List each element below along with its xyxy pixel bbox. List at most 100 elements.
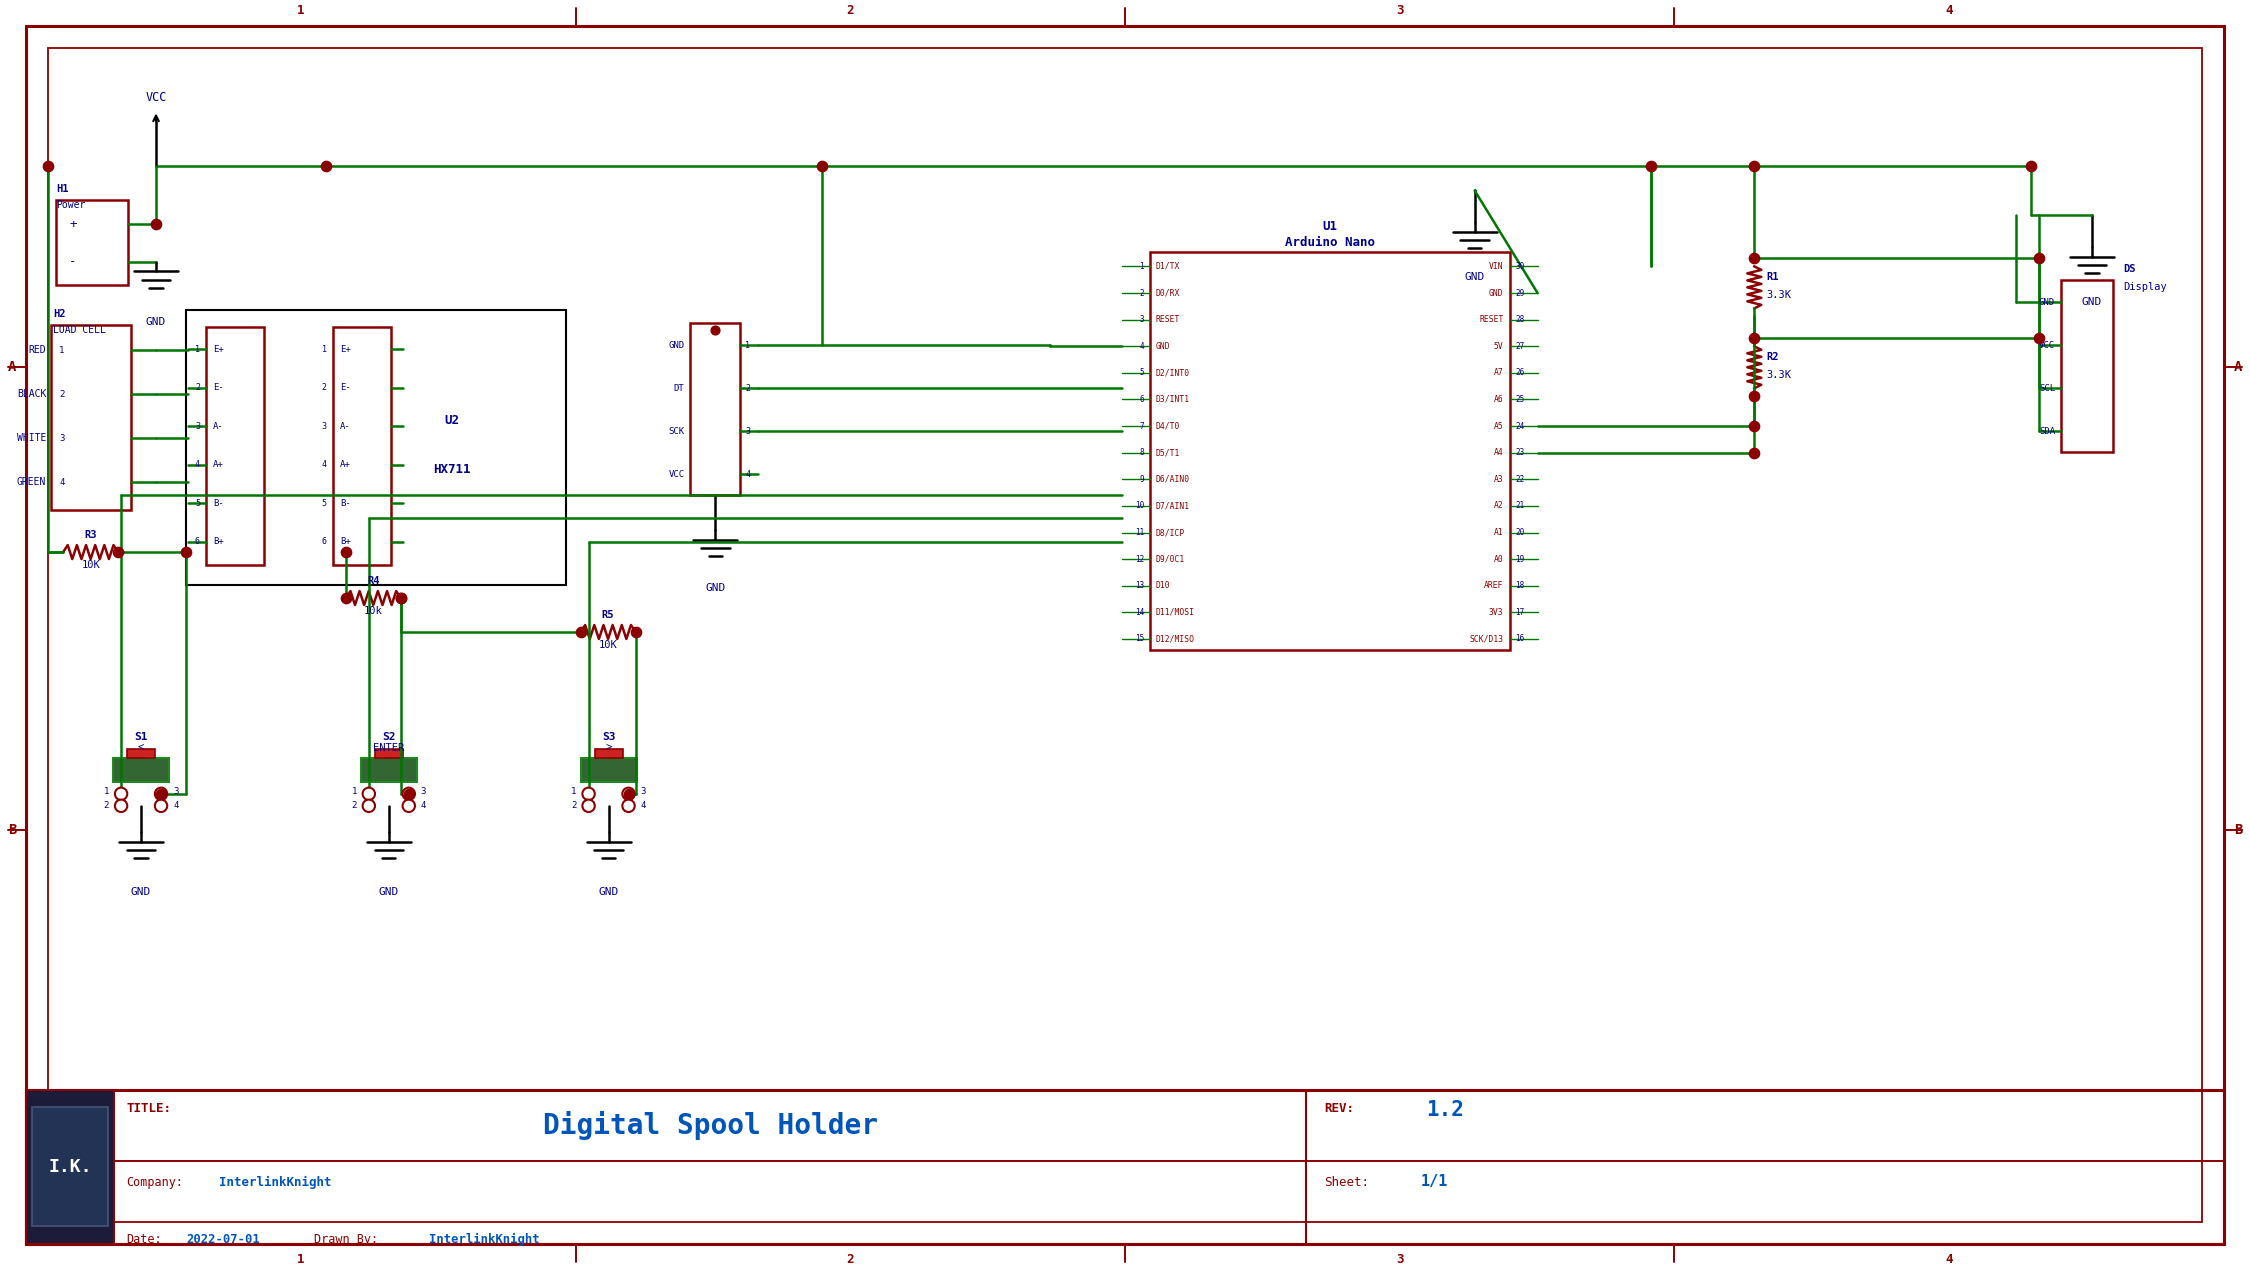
Point (2014, 155, 2050, 175)
Text: 1: 1 (351, 787, 358, 796)
Text: 6: 6 (196, 537, 200, 546)
Circle shape (362, 800, 376, 812)
Text: 2022-07-01: 2022-07-01 (187, 1233, 259, 1246)
Bar (32, 1107, 108, 1227)
Text: R4: R4 (367, 577, 380, 585)
Circle shape (623, 787, 634, 800)
Circle shape (623, 800, 634, 812)
Point (392, 784, 428, 804)
Text: 18: 18 (1516, 582, 1526, 591)
Point (1737, 328, 1773, 348)
Bar (27, 1090, 115, 1245)
Text: 14: 14 (1134, 608, 1143, 617)
Text: GND: GND (2038, 298, 2054, 307)
Text: SCK/D13: SCK/D13 (1469, 635, 1503, 644)
Text: 4: 4 (322, 460, 326, 469)
Text: -: - (70, 255, 76, 268)
Text: GND: GND (1465, 272, 1485, 282)
Text: D1/TX: D1/TX (1156, 262, 1181, 271)
Text: A-: A- (340, 422, 351, 431)
Text: 2: 2 (846, 4, 855, 17)
Text: GREEN: GREEN (16, 478, 47, 488)
Text: 11: 11 (1134, 528, 1143, 537)
Point (382, 588, 418, 608)
Point (137, 215, 173, 235)
Point (1737, 248, 1773, 268)
Point (1737, 386, 1773, 406)
Text: I.K.: I.K. (50, 1158, 92, 1176)
Text: 10K: 10K (81, 560, 99, 570)
Bar (52, 325, 130, 511)
Text: 4: 4 (1946, 1253, 1953, 1266)
Text: >: > (605, 743, 612, 753)
Text: 1.2: 1.2 (1426, 1100, 1465, 1119)
Text: U1: U1 (1323, 221, 1336, 234)
Text: 3V3: 3V3 (1490, 608, 1503, 617)
Text: H1: H1 (56, 184, 70, 194)
Text: 6: 6 (322, 537, 326, 546)
Text: GND: GND (1156, 342, 1170, 351)
Text: A1: A1 (1494, 528, 1503, 537)
Text: B-: B- (214, 499, 223, 508)
Point (144, 784, 180, 804)
Text: A+: A+ (340, 460, 351, 469)
Bar (580, 758, 637, 782)
Bar (112, 758, 169, 782)
Text: A5: A5 (1494, 422, 1503, 431)
Text: 3: 3 (641, 787, 646, 796)
Text: Date:: Date: (126, 1233, 162, 1246)
Text: 3: 3 (58, 434, 65, 443)
Text: S1: S1 (135, 732, 148, 742)
Bar (2061, 281, 2113, 452)
Circle shape (155, 800, 166, 812)
Text: GND: GND (704, 583, 724, 593)
Text: 9: 9 (1138, 475, 1143, 484)
Bar (126, 749, 155, 758)
Text: 1: 1 (297, 4, 304, 17)
Text: InterlinkKnight: InterlinkKnight (430, 1233, 540, 1246)
Text: DT: DT (673, 384, 684, 392)
Text: 26: 26 (1516, 368, 1526, 377)
Text: D10: D10 (1156, 582, 1170, 591)
Text: 1: 1 (58, 345, 65, 354)
Text: 5: 5 (196, 499, 200, 508)
Point (610, 784, 646, 804)
Text: InterlinkKnight: InterlinkKnight (218, 1176, 331, 1189)
Text: B+: B+ (340, 537, 351, 546)
Text: 20: 20 (1516, 528, 1526, 537)
Point (308, 155, 344, 175)
Text: 21: 21 (1516, 502, 1526, 511)
Point (803, 155, 839, 175)
Text: 3: 3 (421, 787, 425, 796)
Point (382, 588, 418, 608)
Text: 17: 17 (1516, 608, 1526, 617)
Text: D2/INT0: D2/INT0 (1156, 368, 1190, 377)
Text: E-: E- (214, 384, 223, 392)
Point (169, 542, 205, 563)
Bar (27, 1090, 2223, 1245)
Text: H2: H2 (54, 310, 65, 319)
Point (99, 542, 135, 563)
Text: 2: 2 (351, 801, 358, 810)
Text: D4/T0: D4/T0 (1156, 422, 1181, 431)
Text: 28: 28 (1516, 315, 1526, 324)
Text: 3.3K: 3.3K (1766, 291, 1791, 301)
Circle shape (115, 800, 128, 812)
Text: B: B (2234, 823, 2243, 837)
Text: A7: A7 (1494, 368, 1503, 377)
Text: 1: 1 (572, 787, 576, 796)
Text: 10: 10 (1134, 502, 1143, 511)
Point (1737, 155, 1773, 175)
Text: U2: U2 (443, 414, 459, 427)
Text: LOAD CELL: LOAD CELL (54, 325, 106, 335)
Text: D7/AIN1: D7/AIN1 (1156, 502, 1190, 511)
Text: RESET: RESET (1156, 315, 1181, 324)
Text: 3: 3 (322, 422, 326, 431)
Text: +: + (70, 217, 76, 231)
Text: 23: 23 (1516, 448, 1526, 457)
Text: B-: B- (340, 499, 351, 508)
Bar (691, 324, 740, 495)
Text: WHITE: WHITE (16, 433, 47, 443)
Circle shape (583, 800, 594, 812)
Text: 3: 3 (1395, 1253, 1404, 1266)
